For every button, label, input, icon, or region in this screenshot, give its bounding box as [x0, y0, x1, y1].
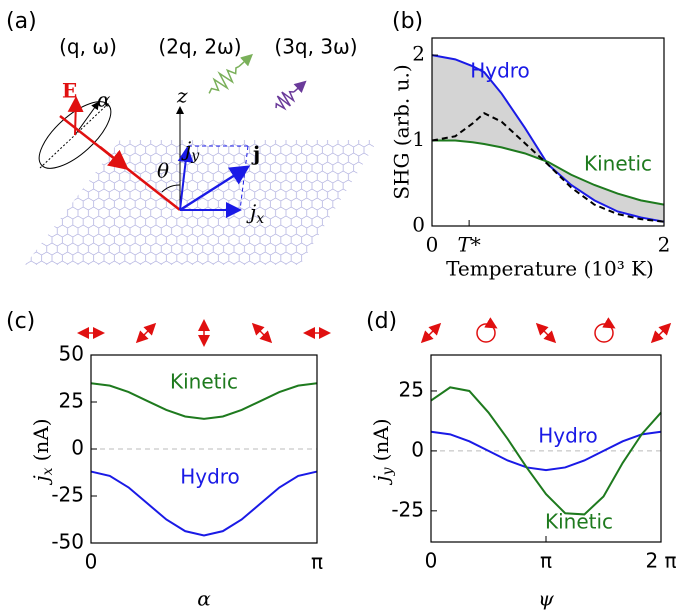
- y-axis-label-sub: y: [380, 466, 396, 476]
- jx-symbol: j: [246, 200, 256, 224]
- y-tick-label: 25: [59, 389, 84, 413]
- x-axis-label: Temperature (10³ K): [446, 257, 654, 281]
- x-tick-label: π: [540, 549, 552, 573]
- series-label: Hydro: [538, 424, 598, 448]
- wave-label: (q, ω): [59, 35, 117, 59]
- wave-packet: [208, 53, 253, 94]
- jx-label: jx: [246, 200, 264, 228]
- plot-frame: [431, 37, 665, 227]
- j-label: j: [251, 142, 260, 166]
- j-vector: [179, 165, 251, 212]
- theta-label: θ: [157, 159, 169, 183]
- jy-sub: y: [190, 148, 200, 164]
- y-tick-label: 0: [71, 436, 84, 460]
- y-axis-label-unit: (nA): [369, 418, 393, 461]
- panel-label: (b): [392, 9, 423, 34]
- beam-arrow: [99, 146, 129, 171]
- series-line: [432, 139, 665, 206]
- series-line: [90, 382, 318, 420]
- series-label: Hydro: [470, 59, 530, 83]
- panel-label: (c): [6, 309, 35, 334]
- y-tick-label: -50: [51, 530, 84, 554]
- y-axis-label-sub: x: [40, 467, 56, 475]
- polarization-glyphs: [77, 317, 672, 347]
- series-label: Kinetic: [170, 370, 238, 394]
- series-line: [430, 386, 662, 516]
- x-tick-label: 0: [85, 550, 98, 574]
- y-tick-label: 50: [59, 342, 84, 366]
- series-label: Hydro: [180, 465, 240, 489]
- y-tick-label: -25: [51, 483, 84, 507]
- y-axis-label-symbol: j: [369, 475, 393, 485]
- jy-vector: [177, 146, 194, 211]
- graphene-lattice: [25, 140, 378, 265]
- y-axis-label: jx (nA): [29, 418, 57, 485]
- x-tick-label: 2 π: [645, 549, 676, 573]
- component-guide: [239, 145, 249, 211]
- wave-label: (3q, 3ω): [274, 35, 357, 59]
- polarization-ellipse: [38, 101, 112, 169]
- alpha-label: α: [97, 88, 111, 112]
- x-tick-label: π: [311, 550, 323, 574]
- y-axis-label: SHG (arb. u.): [390, 64, 414, 199]
- series-label: Kinetic: [584, 152, 652, 176]
- panel-label: (a): [6, 9, 37, 34]
- y-tick-label: -25: [391, 497, 424, 521]
- y-axis-label: jy (nA): [369, 418, 397, 485]
- x-tick-label: 0: [426, 233, 439, 257]
- jy-symbol: j: [181, 137, 191, 161]
- diagram: (a) (q, ω) (2q, 2ω) (3q, 3ω) E α z θ jy …: [6, 9, 378, 265]
- y-tick-label: 0: [412, 213, 425, 237]
- x-axis-label: α: [197, 587, 211, 611]
- series-label: Kinetic: [545, 510, 613, 534]
- jy-label: jy: [181, 137, 200, 165]
- y-tick-label: 1: [412, 127, 425, 151]
- theta-arc: [161, 184, 181, 193]
- x-tick-label: T*: [457, 233, 480, 257]
- x-tick-label: 0: [425, 549, 438, 573]
- shaded-area: [432, 55, 664, 222]
- y-tick-label: 25: [399, 377, 424, 401]
- y-tick-label: 2: [412, 42, 425, 66]
- x-tick-label: 2: [658, 233, 671, 257]
- field-label: E: [62, 79, 77, 103]
- wave-packet: [275, 80, 307, 111]
- y-axis-label-unit: (nA): [29, 418, 53, 461]
- y-tick-label: 0: [411, 437, 424, 461]
- z-label: z: [176, 84, 188, 108]
- y-axis-label-symbol: j: [29, 475, 53, 485]
- wave-label: (2q, 2ω): [158, 35, 241, 59]
- series-line: [431, 112, 665, 223]
- jx-sub: x: [256, 211, 264, 227]
- series-line: [90, 470, 318, 537]
- x-axis-label: ψ: [538, 587, 554, 611]
- series-line: [431, 54, 665, 223]
- series-line: [430, 430, 662, 472]
- panel-label: (d): [366, 309, 397, 334]
